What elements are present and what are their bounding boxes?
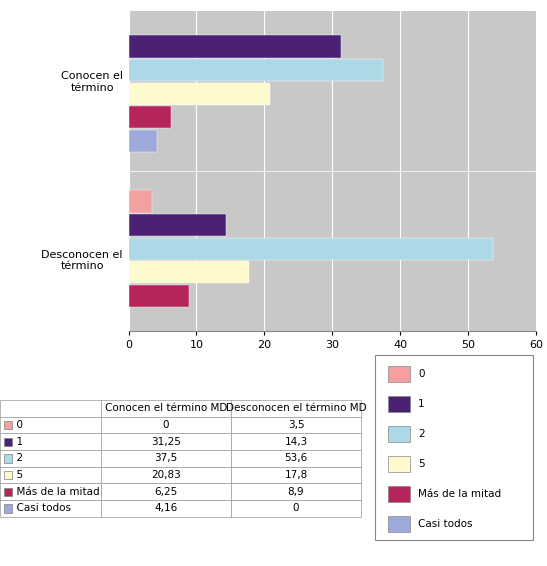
Bar: [4, 454, 12, 462]
Bar: [388, 396, 410, 412]
Text: 0: 0: [418, 369, 424, 379]
Bar: [388, 486, 410, 502]
Text: Casi todos: Casi todos: [418, 519, 473, 529]
Bar: [129, 190, 152, 213]
Bar: [4, 471, 12, 479]
FancyBboxPatch shape: [375, 355, 533, 539]
Bar: [129, 214, 226, 236]
Bar: [129, 285, 189, 307]
Bar: [129, 36, 341, 58]
Text: 2: 2: [418, 429, 424, 439]
Bar: [4, 488, 12, 496]
Text: 5: 5: [418, 459, 424, 469]
Bar: [129, 83, 270, 105]
Bar: [129, 238, 493, 260]
Bar: [4, 438, 12, 446]
Bar: [129, 130, 157, 152]
Bar: [4, 421, 12, 429]
Bar: [388, 366, 410, 382]
Bar: [388, 426, 410, 442]
Bar: [129, 106, 171, 128]
Text: 1: 1: [418, 399, 424, 409]
Bar: [129, 59, 383, 82]
Bar: [388, 456, 410, 472]
Bar: [129, 261, 249, 284]
Text: Más de la mitad: Más de la mitad: [418, 489, 501, 499]
Bar: [4, 504, 12, 513]
Bar: [388, 516, 410, 532]
